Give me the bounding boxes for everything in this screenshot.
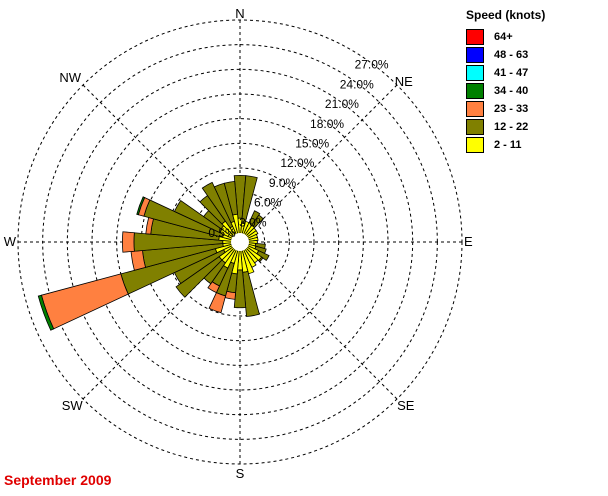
legend-swatch (466, 137, 484, 153)
wind-sectors (37, 174, 270, 331)
sector-segment (122, 231, 135, 253)
legend-title: Speed (knots) (466, 8, 546, 22)
legend-item: 12 - 22 (466, 118, 606, 136)
sector-segment (175, 256, 223, 298)
ring-circle (140, 142, 340, 342)
legend-item: 48 - 63 (466, 46, 606, 64)
legend-swatch (466, 47, 484, 63)
sector-segment (258, 256, 264, 263)
direction-label: SE (397, 398, 415, 413)
inner-calm-circle (231, 233, 249, 251)
legend-label: 23 - 33 (494, 103, 529, 115)
legend-swatch (466, 119, 484, 135)
chart-title: September 2009 (4, 472, 112, 488)
ring-labels: 0.5%3.0% 6.0% 9.0% 12.0% 15.0% 18.0% 21.0% 24.0… (208, 58, 389, 240)
direction-label: NE (395, 74, 413, 89)
ring-label: 0.5% (208, 226, 236, 240)
legend: Speed (knots) 64+ 48 - 63 41 - 47 34 - 40 23… (466, 8, 606, 154)
ring-label: 6.0% (254, 196, 282, 210)
ring-label: 3.0% (239, 215, 267, 229)
direction-label: SW (62, 398, 84, 413)
ring-label: 15.0% (295, 137, 329, 151)
legend-swatch (466, 29, 484, 45)
sector-segment (201, 181, 234, 229)
sector-segment (251, 214, 264, 229)
legend-item: 23 - 33 (466, 100, 606, 118)
legend-label: 41 - 47 (494, 67, 529, 79)
sector-segment (173, 199, 223, 234)
sector-segment (40, 273, 129, 330)
direction-label: W (4, 234, 17, 249)
sector-segment (207, 281, 221, 294)
legend-item: 41 - 47 (466, 64, 606, 82)
sector-segment (241, 175, 258, 225)
legend-item: 34 - 40 (466, 82, 606, 100)
ring-label: 18.0% (310, 117, 344, 131)
sector-segment (37, 294, 55, 331)
direction-labels: N NE E SE S SW W NW (4, 6, 473, 481)
direction-label: N (235, 6, 244, 21)
legend-swatch (466, 65, 484, 81)
legend-swatch (466, 83, 484, 99)
direction-label: E (464, 234, 473, 249)
sector-segment (208, 292, 227, 314)
ring-label: 9.0% (269, 176, 297, 190)
ring-label: 21.0% (325, 97, 359, 111)
legend-item: 2 - 11 (466, 136, 606, 154)
legend-items: 64+ 48 - 63 41 - 47 34 - 40 23 - 33 12 - 22 2 … (466, 28, 606, 154)
legend-swatch (466, 101, 484, 117)
legend-label: 2 - 11 (494, 139, 522, 151)
ring-label: 24.0% (340, 77, 374, 91)
direction-label: NW (59, 70, 81, 85)
legend-label: 34 - 40 (494, 85, 529, 97)
ring-circle (165, 167, 315, 317)
legend-label: 12 - 22 (494, 121, 529, 133)
sector-segment (223, 180, 238, 216)
ring-circle (190, 192, 290, 292)
legend-label: 48 - 63 (494, 49, 529, 61)
direction-spoke (246, 248, 398, 400)
legend-label: 64+ (494, 31, 513, 43)
ring-label: 27.0% (355, 58, 389, 72)
legend-item: 64+ (466, 28, 606, 46)
sector-segment (242, 270, 260, 317)
ring-label: 12.0% (280, 156, 314, 170)
direction-label: S (236, 466, 245, 481)
sector-segment (136, 196, 146, 216)
direction-spoke (246, 84, 398, 236)
sector-segment (248, 210, 261, 226)
sector-segment (256, 250, 270, 261)
